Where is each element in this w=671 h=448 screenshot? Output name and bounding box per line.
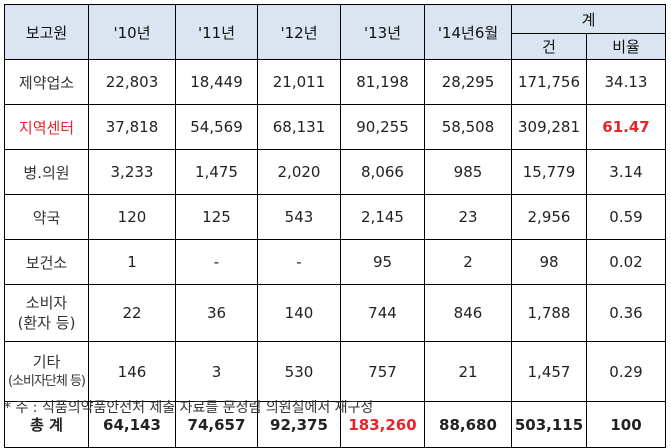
header-year-2013: '13년 (340, 4, 425, 60)
header-ratio: 비율 (586, 33, 666, 60)
cell: 2,145 (340, 194, 425, 240)
cell-ratio: 34.13 (586, 59, 666, 105)
row-label: 보건소 (4, 239, 89, 285)
header-count: 건 (511, 33, 587, 60)
header-year-2010: '10년 (88, 4, 176, 60)
row-label-line2: (환자 등) (17, 314, 76, 332)
row-label-line1: 소비자 (25, 294, 68, 312)
table-row: 지역센터 37,818 54,569 68,131 90,255 58,508 … (4, 104, 666, 150)
cell: 8,066 (340, 149, 425, 195)
cell: 54,569 (175, 104, 258, 150)
cell: 90,255 (340, 104, 425, 150)
cell: 21,011 (257, 59, 341, 105)
cell: 2 (424, 239, 512, 285)
cell-ratio: 61.47 (586, 104, 666, 150)
row-label: 소비자 (환자 등) (4, 284, 89, 342)
cell: 21 (424, 341, 512, 402)
table-row: 기타 (소비자단체 등) 146 3 530 757 21 1,457 0.29 (4, 341, 666, 402)
cell: 28,295 (424, 59, 512, 105)
header-total-group: 계 (511, 4, 666, 34)
cell: 125 (175, 194, 258, 240)
row-label: 지역센터 (4, 104, 89, 150)
total-ratio: 100 (586, 401, 666, 448)
table-row: 제약업소 22,803 18,449 21,011 81,198 28,295 … (4, 59, 666, 105)
cell: 120 (88, 194, 176, 240)
cell: 95 (340, 239, 425, 285)
header-year-2011: '11년 (175, 4, 258, 60)
cell: 2,020 (257, 149, 341, 195)
cell: 530 (257, 341, 341, 402)
cell: 3,233 (88, 149, 176, 195)
table-row: 약국 120 125 543 2,145 23 2,956 0.59 (4, 194, 666, 240)
header-reporter: 보고원 (4, 4, 89, 60)
cell-ratio: 0.36 (586, 284, 666, 342)
cell: 37,818 (88, 104, 176, 150)
table-row: 병.의원 3,233 1,475 2,020 8,066 985 15,779 … (4, 149, 666, 195)
cell: 744 (340, 284, 425, 342)
total-count: 503,115 (511, 401, 587, 448)
cell-ratio: 0.29 (586, 341, 666, 402)
total-cell: 88,680 (424, 401, 512, 448)
cell: - (175, 239, 258, 285)
table-row: 보건소 1 - - 95 2 98 0.02 (4, 239, 666, 285)
cell: 1 (88, 239, 176, 285)
cell-count: 1,457 (511, 341, 587, 402)
cell-count: 309,281 (511, 104, 587, 150)
cell-ratio: 3.14 (586, 149, 666, 195)
cell: 846 (424, 284, 512, 342)
cell: 18,449 (175, 59, 258, 105)
cell: 543 (257, 194, 341, 240)
cell: 985 (424, 149, 512, 195)
cell-ratio: 0.02 (586, 239, 666, 285)
row-label: 약국 (4, 194, 89, 240)
report-table: 보고원 '10년 '11년 '12년 '13년 '14년6월 계 건 비율 제약… (4, 4, 666, 448)
cell: 68,131 (257, 104, 341, 150)
row-label: 기타 (소비자단체 등) (4, 341, 89, 402)
cell-count: 98 (511, 239, 587, 285)
row-label: 병.의원 (4, 149, 89, 195)
cell: 1,475 (175, 149, 258, 195)
cell-count: 171,756 (511, 59, 587, 105)
row-label-line2: (소비자단체 등) (7, 373, 86, 389)
cell: 3 (175, 341, 258, 402)
cell: 146 (88, 341, 176, 402)
cell: 22,803 (88, 59, 176, 105)
cell-count: 1,788 (511, 284, 587, 342)
header-year-2012: '12년 (257, 4, 341, 60)
cell-count: 2,956 (511, 194, 587, 240)
cell: 58,508 (424, 104, 512, 150)
row-label: 제약업소 (4, 59, 89, 105)
footnote: * 주 : 식품의약품안전처 제출 자료를 문정림 의원실에서 재구성 (4, 400, 374, 416)
cell: 140 (257, 284, 341, 342)
cell-ratio: 0.59 (586, 194, 666, 240)
cell: 81,198 (340, 59, 425, 105)
table-row: 소비자 (환자 등) 22 36 140 744 846 1,788 0.36 (4, 284, 666, 342)
row-label-line1: 기타 (32, 352, 61, 371)
cell: 22 (88, 284, 176, 342)
cell-count: 15,779 (511, 149, 587, 195)
cell: 757 (340, 341, 425, 402)
cell: 23 (424, 194, 512, 240)
cell: - (257, 239, 341, 285)
header-year-2014-jun: '14년6월 (424, 4, 512, 60)
cell: 36 (175, 284, 258, 342)
